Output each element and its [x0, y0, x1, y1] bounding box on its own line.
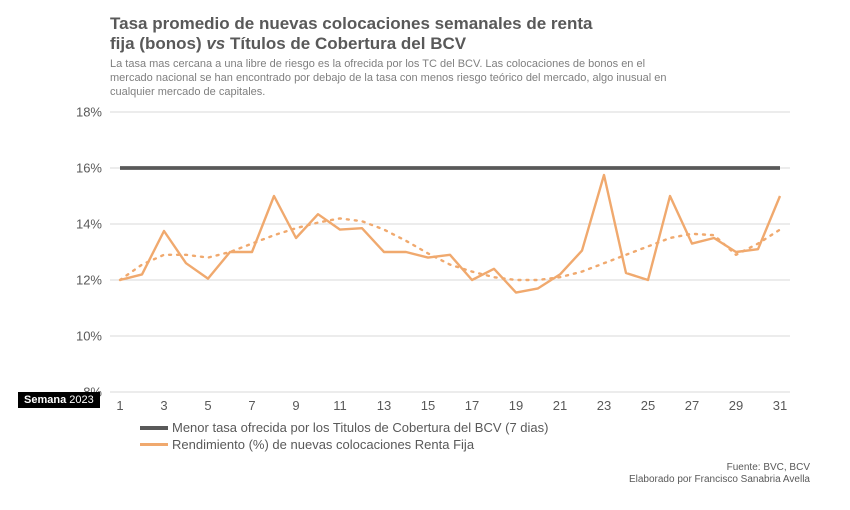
- x-tick-label: 23: [597, 398, 611, 413]
- x-tick-label: 25: [641, 398, 655, 413]
- legend-label-rf: Rendimiento (%) de nuevas colocaciones R…: [172, 437, 474, 452]
- title-line1: Tasa promedio de nuevas colocaciones sem…: [110, 14, 593, 33]
- x-tick-label: 1: [116, 398, 123, 413]
- legend: Menor tasa ofrecida por los Titulos de C…: [140, 420, 548, 454]
- x-tick-label: 3: [160, 398, 167, 413]
- legend-swatch-rf: [140, 443, 168, 446]
- x-tick-label: 11: [333, 398, 347, 413]
- week-badge: Semana 2023: [18, 392, 100, 408]
- y-tick-label: 18%: [62, 105, 102, 120]
- x-tick-label: 21: [553, 398, 567, 413]
- plot-svg: [110, 112, 790, 392]
- title-line2a: fija (bonos): [110, 34, 206, 53]
- x-tick-label: 9: [292, 398, 299, 413]
- title-line2b: Títulos de Cobertura del BCV: [225, 34, 466, 53]
- x-tick-label: 13: [377, 398, 391, 413]
- legend-swatch-tc: [140, 426, 168, 430]
- title-vs: vs: [206, 34, 225, 53]
- source-line2: Elaborado por Francisco Sanabria Avella: [629, 474, 810, 486]
- badge-bold: Semana: [24, 394, 66, 406]
- legend-row-rf: Rendimiento (%) de nuevas colocaciones R…: [140, 437, 548, 452]
- legend-label-tc: Menor tasa ofrecida por los Titulos de C…: [172, 420, 548, 435]
- source-line1: Fuente: BVC, BCV: [629, 462, 810, 474]
- x-tick-label: 5: [204, 398, 211, 413]
- chart-title: Tasa promedio de nuevas colocaciones sem…: [110, 14, 670, 54]
- series-trend: [120, 218, 780, 280]
- x-tick-label: 27: [685, 398, 699, 413]
- x-tick-label: 7: [248, 398, 255, 413]
- x-tick-label: 19: [509, 398, 523, 413]
- x-tick-label: 31: [773, 398, 787, 413]
- badge-year: 2023: [66, 394, 94, 406]
- series-renta-fija: [120, 175, 780, 293]
- chart-container: Tasa promedio de nuevas colocaciones sem…: [0, 0, 850, 510]
- x-tick-label: 17: [465, 398, 479, 413]
- chart-subtitle: La tasa mas cercana a una libre de riesg…: [110, 58, 670, 99]
- legend-row-tc: Menor tasa ofrecida por los Titulos de C…: [140, 420, 548, 435]
- y-tick-label: 10%: [62, 329, 102, 344]
- x-tick-label: 15: [421, 398, 435, 413]
- source-text: Fuente: BVC, BCV Elaborado por Francisco…: [629, 462, 810, 486]
- y-tick-label: 12%: [62, 273, 102, 288]
- y-tick-label: 14%: [62, 217, 102, 232]
- x-tick-label: 29: [729, 398, 743, 413]
- plot-area: [110, 112, 790, 392]
- y-tick-label: 16%: [62, 161, 102, 176]
